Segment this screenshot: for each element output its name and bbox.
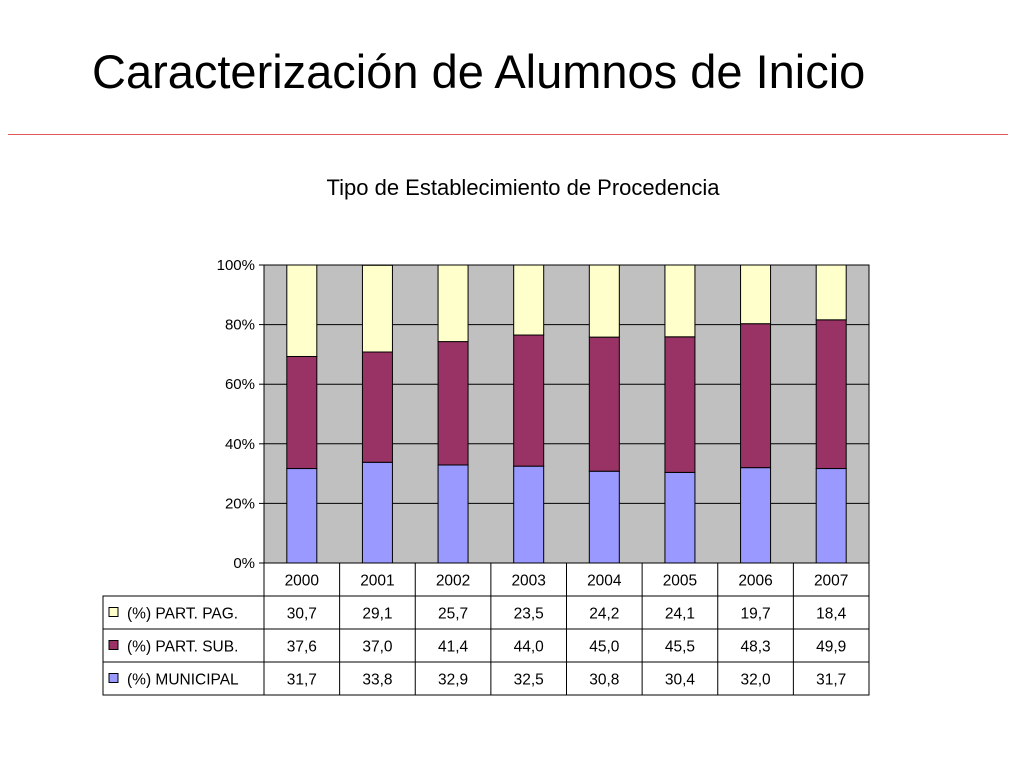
- data-label: 25,7: [438, 606, 468, 623]
- bar-segment: [815, 319, 847, 470]
- y-tick-label: 100%: [217, 257, 255, 274]
- data-label: 31,7: [816, 672, 846, 689]
- y-tick-label: 60%: [225, 376, 255, 393]
- data-label: 41,4: [438, 639, 469, 656]
- x-category-label: 2007: [814, 573, 848, 590]
- data-label: 23,5: [514, 606, 544, 623]
- chart-title: Tipo de Establecimiento de Procedencia: [326, 175, 720, 200]
- bar-segment: [815, 468, 847, 564]
- legend-key: [108, 673, 119, 683]
- data-label: 31,7: [287, 672, 317, 689]
- bar-segment: [437, 264, 469, 343]
- y-tick-label: 20%: [225, 495, 255, 512]
- bar-segment: [588, 336, 620, 472]
- x-category-label: 2005: [663, 573, 697, 590]
- bar-segment: [286, 264, 318, 357]
- data-label: 37,0: [362, 639, 393, 656]
- title-divider: [8, 134, 1008, 135]
- data-label: 37,6: [287, 639, 317, 656]
- bar-segment: [588, 470, 620, 564]
- x-category-label: 2004: [587, 573, 622, 590]
- data-label: 32,9: [438, 672, 468, 689]
- data-label: 29,1: [362, 606, 392, 623]
- slide-title: Caracterización de Alumnos de Inicio: [92, 45, 866, 98]
- legend-label: (%) PART. PAG.: [127, 606, 238, 623]
- x-category-label: 2002: [436, 573, 470, 590]
- data-label: 44,0: [514, 639, 545, 656]
- bar-segment: [815, 264, 847, 321]
- y-tick-label: 0%: [233, 555, 255, 572]
- data-label: 30,8: [589, 672, 619, 689]
- y-tick-label: 40%: [225, 436, 255, 453]
- data-label: 32,5: [514, 672, 544, 689]
- bar-segment: [437, 464, 469, 564]
- x-category-label: 2003: [511, 573, 545, 590]
- bar-segment: [513, 264, 545, 336]
- data-label: 24,1: [665, 606, 695, 623]
- bar-segment: [664, 264, 696, 338]
- bar-segment: [361, 351, 393, 463]
- bar-segment: [588, 264, 620, 338]
- data-label: 48,3: [740, 639, 770, 656]
- data-label: 18,4: [816, 606, 847, 623]
- bar-segment: [437, 341, 469, 466]
- legend-label: (%) MUNICIPAL: [127, 672, 239, 689]
- data-label: 19,7: [740, 606, 770, 623]
- plot-area: [263, 264, 870, 564]
- legend-label: (%) PART. SUB.: [127, 639, 238, 656]
- data-label: 33,8: [362, 672, 392, 689]
- bar-segment: [513, 334, 545, 467]
- bar-segment: [361, 461, 393, 564]
- bar-segment: [664, 471, 696, 564]
- data-label: 45,0: [589, 639, 620, 656]
- data-label: 32,0: [740, 672, 771, 689]
- bar-segment: [286, 468, 318, 564]
- data-label: 24,2: [589, 606, 619, 623]
- bar-segment: [740, 264, 772, 325]
- x-category-label: 2000: [285, 573, 320, 590]
- bar-segment: [664, 336, 696, 473]
- bar-segment: [286, 355, 318, 470]
- data-label: 30,4: [665, 672, 696, 689]
- bar-segment: [740, 467, 772, 564]
- data-label: 49,9: [816, 639, 846, 656]
- legend-key: [108, 607, 119, 617]
- y-tick-label: 80%: [225, 317, 255, 334]
- bar-segment: [513, 465, 545, 564]
- legend-key: [108, 640, 119, 650]
- bar-segment: [361, 264, 393, 353]
- data-label: 45,5: [665, 639, 695, 656]
- bar-segment: [740, 323, 772, 469]
- x-category-label: 2001: [360, 573, 394, 590]
- x-category-label: 2006: [738, 573, 772, 590]
- data-label: 30,7: [287, 606, 317, 623]
